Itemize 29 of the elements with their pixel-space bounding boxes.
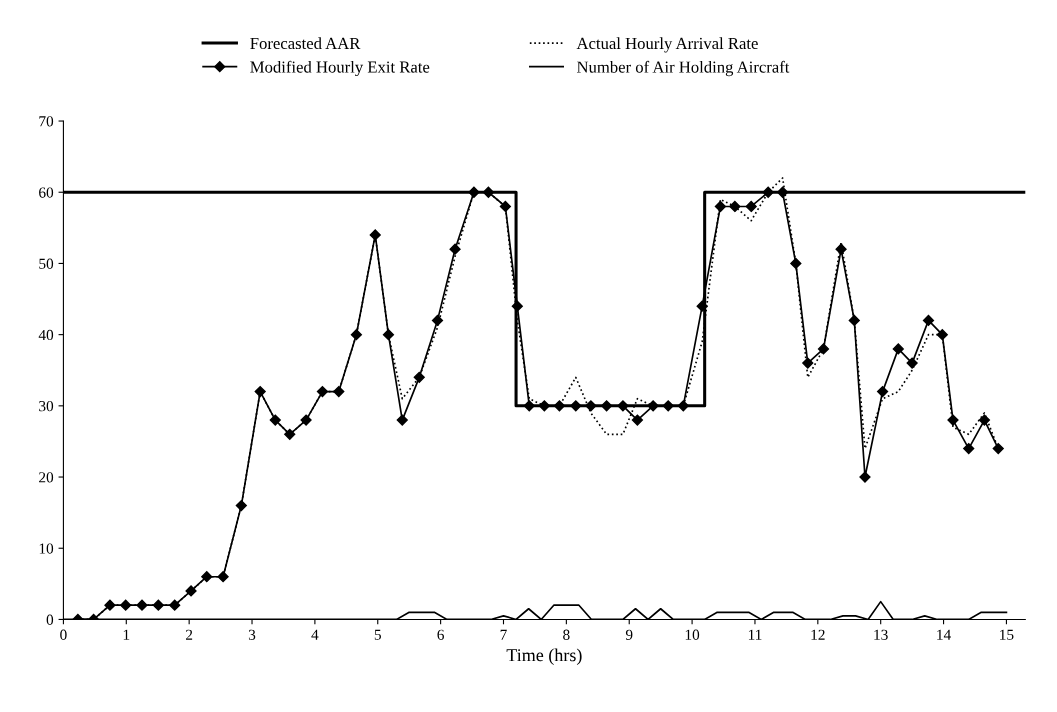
x-tick-label: 10 <box>685 629 700 640</box>
x-tick-label: 8 <box>563 629 570 640</box>
y-tick-label: 30 <box>39 400 54 412</box>
legend-label: Forecasted AAR <box>250 37 361 50</box>
x-tick-label: 12 <box>811 629 825 640</box>
x-tick-label: 1 <box>123 629 130 640</box>
x-tick-label: 0 <box>60 629 67 640</box>
x-tick-label: 15 <box>1000 629 1014 640</box>
x-tick-label: 9 <box>625 629 633 640</box>
y-tick-label: 60 <box>39 187 54 198</box>
legend-label: Number of Air Holding Aircraft <box>576 60 790 77</box>
x-tick-label: 6 <box>437 629 444 640</box>
x-axis-title: Time (hrs) <box>506 648 582 665</box>
y-tick-label: 70 <box>39 116 54 127</box>
x-tick-label: 3 <box>248 629 256 640</box>
legend-label: Actual Hourly Arrival Rate <box>576 37 758 53</box>
x-tick-label: 5 <box>374 629 381 640</box>
y-tick-label: 40 <box>38 329 54 341</box>
legend-label: Modified Hourly Exit Rate <box>250 60 430 77</box>
x-tick-label: 14 <box>937 629 951 640</box>
x-tick-label: 13 <box>874 629 888 640</box>
x-tick-label: 2 <box>186 629 193 640</box>
y-tick-label: 10 <box>39 543 54 554</box>
y-tick-label: 20 <box>39 472 54 483</box>
y-tick-label: 50 <box>39 258 54 269</box>
x-tick-label: 7 <box>500 629 507 640</box>
x-tick-label: 11 <box>748 629 762 640</box>
x-tick-label: 4 <box>311 629 319 640</box>
y-tick-label: 0 <box>46 614 54 625</box>
